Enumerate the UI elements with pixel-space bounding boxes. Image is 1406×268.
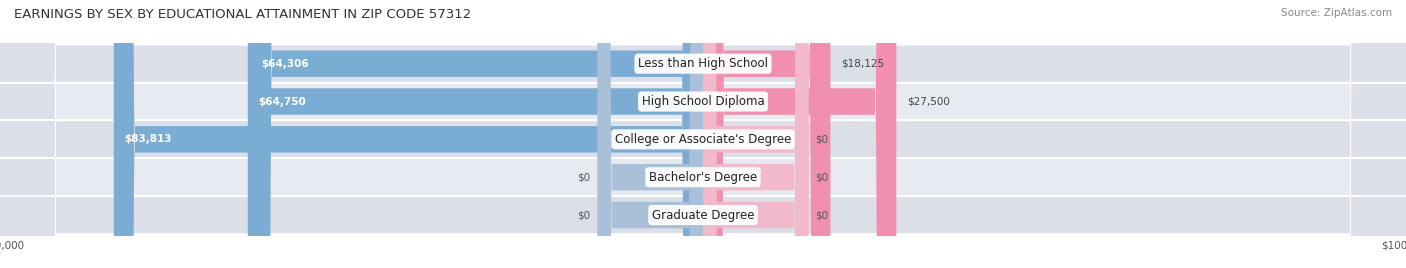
Text: $0: $0 (578, 210, 591, 220)
Text: EARNINGS BY SEX BY EDUCATIONAL ATTAINMENT IN ZIP CODE 57312: EARNINGS BY SEX BY EDUCATIONAL ATTAINMEN… (14, 8, 471, 21)
Text: $83,813: $83,813 (124, 134, 172, 144)
FancyBboxPatch shape (703, 0, 831, 268)
FancyBboxPatch shape (703, 0, 808, 268)
FancyBboxPatch shape (703, 0, 808, 268)
FancyBboxPatch shape (598, 0, 703, 268)
FancyBboxPatch shape (703, 0, 808, 268)
FancyBboxPatch shape (703, 0, 897, 268)
Text: Graduate Degree: Graduate Degree (652, 209, 754, 222)
Text: $0: $0 (815, 210, 828, 220)
Text: $0: $0 (815, 134, 828, 144)
Text: $0: $0 (815, 172, 828, 182)
Text: Less than High School: Less than High School (638, 57, 768, 70)
FancyBboxPatch shape (114, 0, 703, 268)
Text: Bachelor's Degree: Bachelor's Degree (650, 171, 756, 184)
FancyBboxPatch shape (247, 0, 703, 268)
FancyBboxPatch shape (250, 0, 703, 268)
Text: $18,125: $18,125 (841, 59, 884, 69)
Text: High School Diploma: High School Diploma (641, 95, 765, 108)
Text: Source: ZipAtlas.com: Source: ZipAtlas.com (1281, 8, 1392, 18)
Text: $64,306: $64,306 (262, 59, 309, 69)
Text: $27,500: $27,500 (907, 96, 949, 106)
Text: $64,750: $64,750 (259, 96, 307, 106)
Text: College or Associate's Degree: College or Associate's Degree (614, 133, 792, 146)
Text: $0: $0 (578, 172, 591, 182)
FancyBboxPatch shape (598, 0, 703, 268)
